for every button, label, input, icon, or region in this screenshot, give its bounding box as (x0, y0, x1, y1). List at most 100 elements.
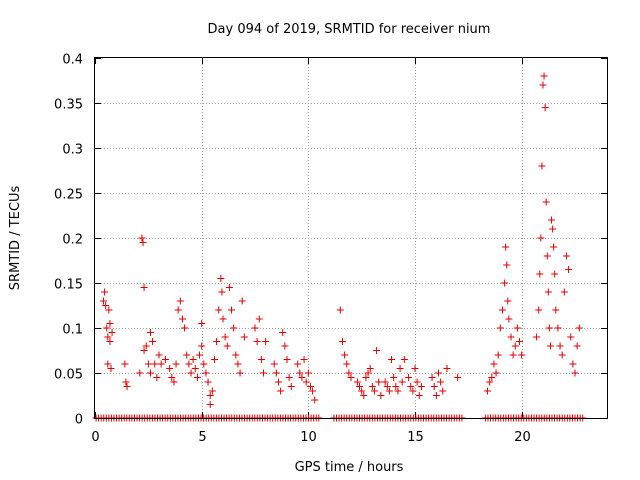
data-point (274, 378, 282, 386)
data-point (488, 374, 496, 381)
data-point (540, 72, 548, 80)
data-point (356, 383, 364, 390)
data-point (562, 252, 570, 260)
data-point (533, 333, 541, 341)
data-point (501, 279, 509, 287)
data-point (516, 338, 524, 345)
x-tick-label: 20 (514, 430, 531, 445)
data-point (556, 342, 564, 350)
x-tick-label: 15 (407, 430, 424, 445)
data-point (560, 288, 568, 296)
data-point (193, 374, 201, 381)
data-point (185, 360, 193, 368)
data-point (234, 360, 242, 368)
data-point (366, 365, 374, 372)
data-point (430, 383, 438, 390)
data-point (543, 252, 551, 260)
data-point (240, 333, 248, 341)
y-axis-label: SRMTID / TECUs (8, 186, 23, 291)
data-point (217, 275, 225, 282)
data-point (206, 392, 214, 399)
data-point (498, 306, 506, 314)
data-point (539, 81, 547, 89)
data-point (238, 297, 246, 305)
data-point (503, 261, 511, 269)
data-point (413, 378, 421, 386)
data-point (400, 356, 408, 363)
data-point (296, 369, 304, 377)
data-point (573, 342, 581, 350)
data-point (146, 329, 154, 336)
data-point (546, 342, 554, 350)
data-point (121, 360, 129, 368)
data-point (144, 360, 152, 368)
data-point (200, 360, 208, 368)
y-tick-label: 0 (75, 413, 83, 428)
data-point (225, 284, 233, 291)
data-point (251, 324, 259, 332)
data-point (454, 374, 462, 381)
data-point (428, 374, 436, 381)
data-point (102, 302, 110, 309)
data-point (230, 324, 238, 332)
data-point (575, 324, 583, 332)
data-point (490, 360, 498, 368)
data-point (161, 356, 169, 363)
data-point (206, 401, 214, 408)
data-point (208, 387, 216, 395)
data-point (496, 324, 504, 332)
data-point (166, 365, 174, 372)
data-point (270, 360, 278, 368)
data-point (228, 306, 236, 314)
points-layer (92, 72, 587, 422)
data-point (187, 369, 195, 377)
data-point (385, 387, 393, 395)
data-point (108, 329, 116, 336)
data-point (405, 374, 413, 381)
data-point (571, 369, 579, 377)
data-point (189, 356, 197, 363)
data-point (538, 162, 546, 170)
data-point (138, 234, 146, 242)
x-axis-label: GPS time / hours (295, 460, 404, 475)
data-point (398, 378, 406, 386)
data-point (106, 338, 114, 345)
data-point (123, 383, 131, 390)
data-point (536, 270, 544, 278)
data-point (106, 320, 114, 327)
data-point (300, 356, 308, 363)
data-point (174, 306, 182, 314)
data-point (107, 365, 115, 372)
data-point (518, 351, 526, 359)
y-tick-label: 0.15 (54, 278, 83, 293)
data-point (484, 387, 492, 395)
data-point (287, 383, 295, 390)
data-point (183, 351, 191, 359)
data-point (279, 329, 287, 336)
data-point (544, 288, 552, 296)
data-point (434, 369, 442, 377)
data-point (155, 351, 163, 359)
data-point (142, 342, 150, 350)
y-tick-label: 0.1 (62, 323, 83, 338)
data-point (502, 243, 510, 251)
data-point (215, 306, 223, 314)
data-point (417, 383, 425, 390)
data-point (486, 378, 494, 386)
data-point (345, 369, 353, 377)
data-point (151, 360, 159, 368)
data-point (535, 306, 543, 314)
data-point (309, 387, 317, 395)
data-point (381, 378, 389, 386)
data-point (298, 374, 306, 381)
data-point (565, 266, 573, 273)
x-tick-label: 5 (198, 430, 206, 445)
data-point (504, 297, 512, 305)
data-point (311, 396, 319, 404)
data-point (304, 369, 312, 377)
data-point (122, 378, 130, 386)
data-point (541, 104, 549, 111)
data-point (383, 383, 391, 390)
data-point (548, 216, 556, 224)
data-point (353, 378, 361, 386)
